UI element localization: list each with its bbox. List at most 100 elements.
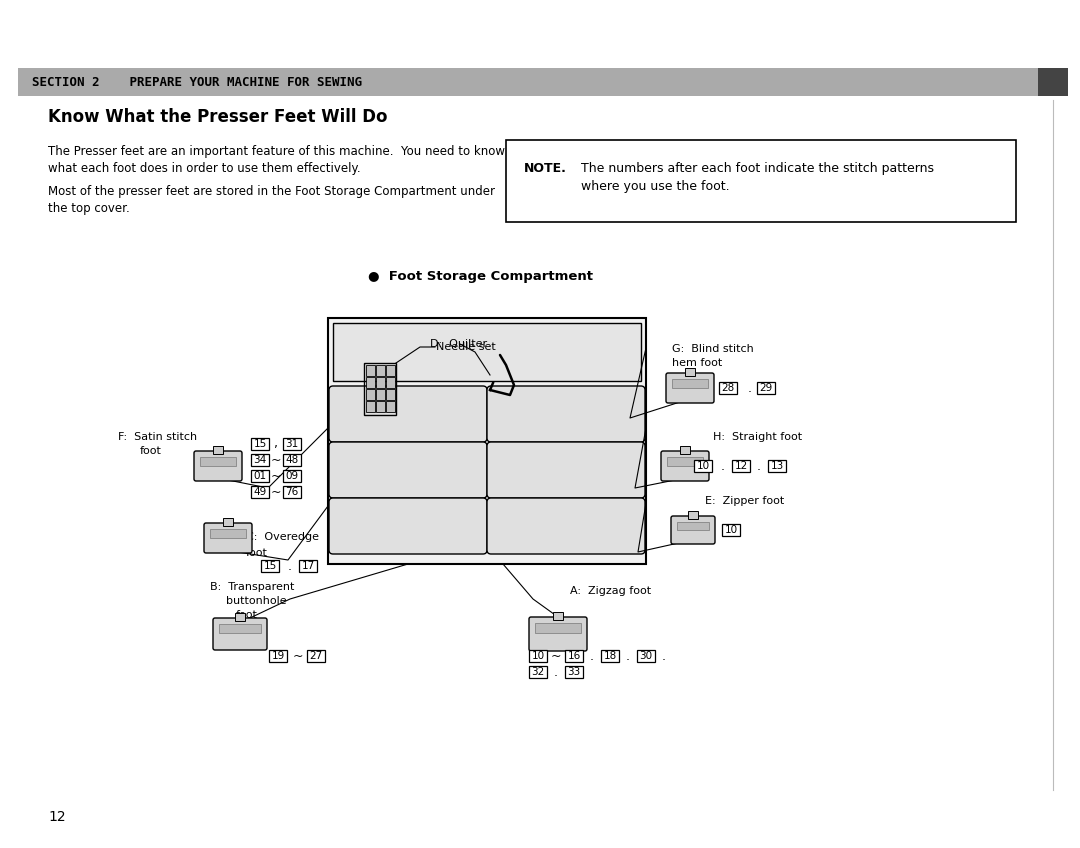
Bar — [366, 365, 375, 376]
FancyBboxPatch shape — [661, 451, 708, 481]
Bar — [768, 460, 786, 472]
Text: ~: ~ — [271, 454, 281, 466]
Text: hem foot: hem foot — [672, 358, 723, 368]
Text: 76: 76 — [285, 487, 299, 497]
Text: what each foot does in order to use them effectively.: what each foot does in order to use them… — [48, 162, 361, 175]
Text: 10: 10 — [725, 525, 738, 535]
Text: ~: ~ — [551, 650, 562, 662]
Bar — [333, 323, 642, 381]
Bar — [213, 446, 222, 454]
Text: ~: ~ — [293, 650, 303, 662]
Bar — [1038, 68, 1068, 96]
Bar — [680, 446, 690, 454]
Text: NOTE.: NOTE. — [524, 162, 567, 175]
Bar — [672, 379, 708, 388]
Bar — [219, 624, 261, 633]
Bar — [376, 401, 384, 412]
Text: 10: 10 — [531, 651, 544, 661]
Text: 01: 01 — [254, 471, 267, 481]
Bar — [376, 365, 384, 376]
Bar — [553, 612, 563, 620]
FancyBboxPatch shape — [487, 442, 645, 498]
Bar — [283, 454, 301, 466]
Text: H:  Straight foot: H: Straight foot — [713, 432, 802, 442]
Text: 09: 09 — [285, 471, 298, 481]
Text: foot: foot — [246, 548, 268, 558]
Text: foot: foot — [237, 610, 258, 620]
FancyBboxPatch shape — [487, 386, 645, 442]
Bar — [376, 377, 384, 388]
Bar — [235, 613, 245, 621]
Text: F:  Satin stitch: F: Satin stitch — [118, 432, 198, 442]
Bar — [251, 438, 269, 450]
Bar — [732, 460, 750, 472]
Text: Know What the Presser Feet Will Do: Know What the Presser Feet Will Do — [48, 108, 388, 126]
Text: .: . — [590, 650, 594, 662]
Text: 15: 15 — [254, 439, 267, 449]
Bar — [694, 460, 712, 472]
FancyBboxPatch shape — [671, 516, 715, 544]
Bar — [283, 438, 301, 450]
FancyBboxPatch shape — [666, 373, 714, 403]
Text: SECTION 2    PREPARE YOUR MACHINE FOR SEWING: SECTION 2 PREPARE YOUR MACHINE FOR SEWIN… — [32, 75, 362, 88]
Bar — [719, 382, 737, 394]
Text: C:  Overedge: C: Overedge — [246, 532, 319, 542]
FancyBboxPatch shape — [329, 442, 487, 498]
Text: E:  Zipper foot: E: Zipper foot — [705, 496, 784, 506]
Bar — [677, 522, 708, 530]
Bar — [600, 650, 619, 662]
Text: 34: 34 — [254, 455, 267, 465]
Bar — [386, 389, 395, 400]
Bar — [507, 140, 1016, 222]
Text: 29: 29 — [759, 383, 772, 393]
Bar — [529, 650, 546, 662]
Text: .: . — [662, 650, 666, 662]
Text: 18: 18 — [604, 651, 617, 661]
Text: 33: 33 — [567, 667, 581, 677]
Text: 32: 32 — [531, 667, 544, 677]
Bar — [251, 486, 269, 498]
Bar — [386, 377, 395, 388]
Text: 31: 31 — [285, 439, 299, 449]
Text: 28: 28 — [721, 383, 734, 393]
Bar — [386, 401, 395, 412]
Text: ~: ~ — [271, 470, 281, 483]
Text: 49: 49 — [254, 487, 267, 497]
FancyBboxPatch shape — [213, 618, 267, 650]
Bar — [18, 68, 1047, 96]
Text: ,: , — [274, 438, 278, 450]
Text: G:  Blind stitch: G: Blind stitch — [672, 344, 754, 354]
Bar — [685, 368, 696, 376]
Text: the top cover.: the top cover. — [48, 202, 130, 215]
FancyBboxPatch shape — [329, 386, 487, 442]
Text: 15: 15 — [264, 561, 276, 571]
Bar — [667, 457, 703, 466]
Bar — [261, 560, 279, 572]
Text: 13: 13 — [770, 461, 784, 471]
Text: ●  Foot Storage Compartment: ● Foot Storage Compartment — [367, 270, 593, 283]
Bar — [376, 389, 384, 400]
Text: 30: 30 — [639, 651, 652, 661]
Text: The Presser feet are an important feature of this machine.  You need to know: The Presser feet are an important featur… — [48, 145, 505, 158]
Text: B:  Transparent: B: Transparent — [210, 582, 295, 592]
Text: 12: 12 — [734, 461, 747, 471]
Bar — [364, 363, 396, 415]
Bar — [688, 511, 698, 519]
Bar — [366, 389, 375, 400]
Text: 27: 27 — [309, 651, 323, 661]
Bar — [723, 524, 740, 536]
Bar — [565, 666, 583, 678]
Text: 17: 17 — [301, 561, 314, 571]
Bar — [328, 318, 646, 564]
Text: ~: ~ — [271, 486, 281, 499]
Text: 16: 16 — [567, 651, 581, 661]
Bar — [269, 650, 287, 662]
Text: D:  Quilter: D: Quilter — [430, 339, 487, 349]
Text: .: . — [748, 382, 752, 394]
Text: foot: foot — [140, 446, 162, 456]
FancyBboxPatch shape — [329, 498, 487, 554]
FancyBboxPatch shape — [204, 523, 252, 553]
Text: Most of the presser feet are stored in the Foot Storage Compartment under: Most of the presser feet are stored in t… — [48, 185, 495, 198]
Text: A:  Zigzag foot: A: Zigzag foot — [570, 586, 651, 596]
Text: 19: 19 — [271, 651, 285, 661]
